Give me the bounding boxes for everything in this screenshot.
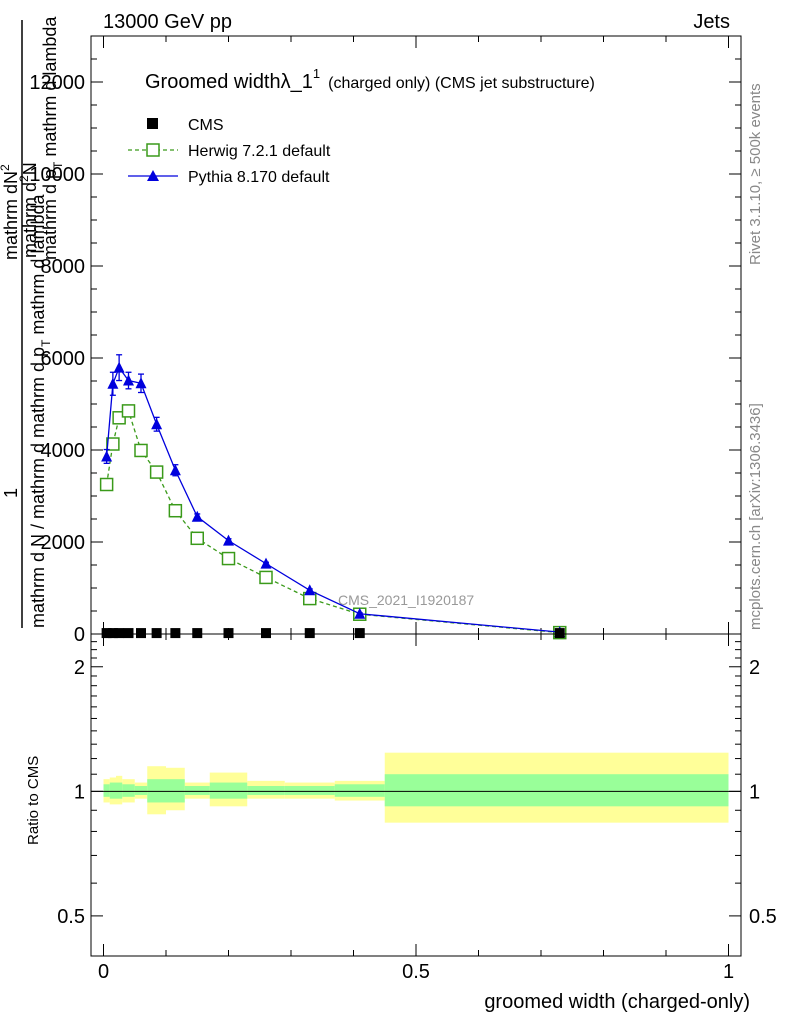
ylabel-top-den: mathrm d pT mathrm d lambda	[40, 16, 65, 260]
pythia-point	[260, 557, 272, 569]
main-ytick-label: 4000	[41, 440, 86, 462]
legend: CMS Herwig 7.2.1 default Pythia 8.170 de…	[128, 117, 331, 186]
series-cms	[101, 628, 565, 639]
cms-point	[192, 628, 203, 639]
ratio-ytick-label-right: 0.5	[749, 906, 777, 928]
main-ytick-label: 6000	[41, 348, 86, 370]
ratio-band-inner	[166, 779, 185, 803]
pythia-point	[123, 374, 134, 386]
cms-point	[261, 628, 271, 639]
ratio-band-inner	[134, 786, 148, 795]
main-ytick-label: 8000	[41, 256, 86, 278]
cms-point	[123, 628, 134, 639]
pythia-point	[107, 377, 119, 389]
legend-cms-label: CMS	[188, 117, 224, 134]
cms-point	[354, 628, 365, 639]
ratio-band-inner	[184, 786, 210, 795]
ratio-band-inner	[147, 779, 166, 803]
ratio-band-inner	[116, 782, 123, 799]
cms-point	[151, 628, 162, 639]
main-ytick-label: 0	[74, 624, 85, 646]
x-tick-label: 0	[98, 961, 109, 983]
cms-point	[107, 628, 118, 639]
legend-pythia-marker	[147, 170, 159, 181]
cms-point	[136, 628, 146, 639]
pythia-point	[151, 418, 163, 430]
ratio-x-tick-labels: 0 0.5 1	[98, 961, 734, 983]
cms-point	[304, 628, 315, 639]
ratio-axis-ticks	[91, 634, 741, 956]
herwig-point	[121, 404, 136, 418]
ratio-band-inner	[334, 784, 385, 797]
ratio-y-tick-labels: 0.5 0.5 1 1 2 2	[57, 657, 777, 928]
ratio-band-inner	[384, 774, 729, 807]
chart-title: Groomed widthλ_11(charged only) (CMS jet…	[145, 66, 595, 93]
pythia-point	[223, 534, 234, 546]
herwig-point	[168, 503, 183, 518]
herwig-point	[134, 443, 148, 458]
herwig-point	[149, 465, 164, 479]
pythia-point	[113, 361, 125, 373]
series-pythia	[101, 354, 566, 638]
x-tick-label: 1	[723, 961, 734, 983]
herwig-point	[190, 531, 204, 546]
herwig-point	[99, 477, 114, 492]
main-ytick-label: 10000	[29, 164, 85, 186]
cms-point	[114, 628, 125, 639]
ratio-band-inner	[109, 782, 116, 799]
header-left: 13000 GeV pp	[103, 11, 232, 33]
ylabel-top-num: mathrm d2N	[17, 162, 40, 258]
ylabel-frac-den: mathrm dN2	[0, 164, 21, 260]
mcplots-label: mcplots.cern.ch [arXiv:1306.3436]	[747, 403, 764, 630]
ratio-ytick-label-left: 0.5	[57, 906, 85, 928]
cms-point	[170, 628, 181, 639]
pythia-point	[304, 584, 316, 596]
herwig-line	[105, 409, 560, 634]
series-herwig	[99, 404, 567, 640]
pythia-point	[101, 450, 113, 462]
herwig-point	[221, 551, 236, 566]
pythia-point	[169, 464, 181, 476]
ratio-ytick-label-right: 1	[749, 781, 760, 803]
ratio-band-inner	[247, 786, 285, 795]
ratio-y-axis-label: Ratio to CMS	[25, 756, 42, 845]
pythia-line	[105, 366, 560, 633]
ratio-ytick-label-left: 1	[74, 781, 85, 803]
cms-point	[554, 628, 565, 639]
cms-point	[101, 628, 112, 639]
legend-cms-marker	[147, 118, 158, 129]
x-axis-label: groomed width (charged-only)	[484, 991, 750, 1013]
header-right: Jets	[693, 11, 730, 33]
ratio-band-inner	[284, 786, 335, 795]
ratio-ytick-label-right: 2	[749, 657, 760, 679]
ratio-ytick-label-left: 2	[74, 657, 85, 679]
cms-point	[223, 628, 234, 639]
legend-herwig-marker	[146, 143, 160, 157]
analysis-tag: CMS_2021_I1920187	[338, 592, 474, 608]
herwig-point	[259, 570, 273, 585]
legend-herwig-label: Herwig 7.2.1 default	[188, 143, 331, 160]
x-tick-label: 0.5	[402, 961, 430, 983]
main-y-axis-label: 1 mathrm d N / mathrm d mathrm d pT math…	[0, 16, 65, 628]
ratio-band-inner	[103, 784, 110, 797]
pythia-point	[354, 607, 366, 619]
ratio-band-inner	[209, 782, 248, 799]
pythia-point	[191, 510, 203, 522]
main-y-tick-labels: 0 2000 4000 6000 8000 10000 12000	[29, 72, 85, 646]
legend-pythia-label: Pythia 8.170 default	[188, 169, 330, 186]
ratio-bands	[103, 752, 729, 823]
ylabel-frac-num: mathrm d N / mathrm d mathrm d pT mathrm…	[28, 194, 53, 628]
ylabel-prefix: 1	[1, 488, 21, 498]
ratio-band-inner	[122, 784, 135, 797]
main-ytick-label: 12000	[29, 72, 85, 94]
rivet-label: Rivet 3.1.10, ≥ 500k events	[747, 83, 764, 265]
main-ytick-label: 2000	[41, 532, 86, 554]
herwig-point	[106, 437, 120, 451]
pythia-point	[135, 377, 147, 389]
